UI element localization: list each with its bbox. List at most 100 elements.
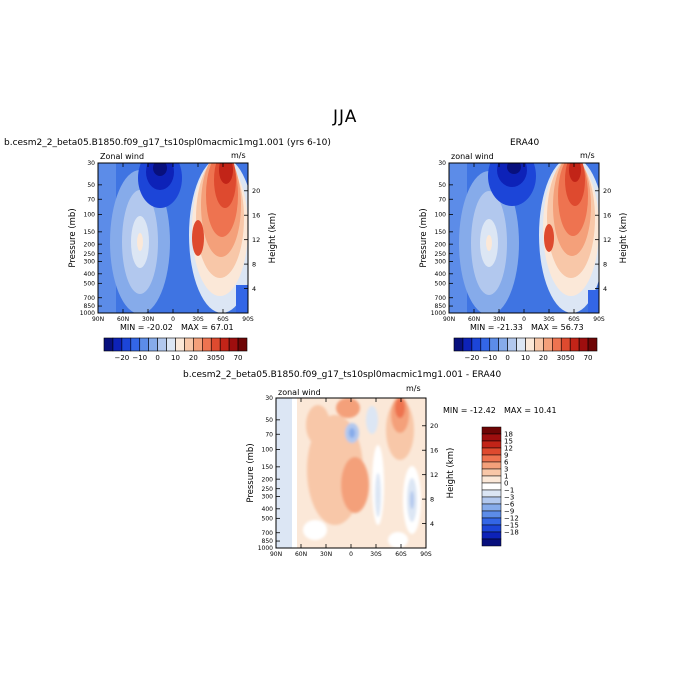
- diff-x-tick-label: 60N: [295, 551, 307, 558]
- diff-y-tick-label: 100: [262, 447, 274, 454]
- model-y-tick-label: 250: [84, 251, 96, 258]
- obs-colorbar-swatch: [578, 337, 589, 352]
- plot-axes: 90N 60N 30N 0 30S 60S 90S305070100150200250300…: [68, 160, 629, 558]
- obs-x-tick-label: 90S: [593, 316, 605, 323]
- diff-colorbar-swatch: [481, 440, 502, 449]
- diff-colorbar-swatch: [481, 447, 502, 456]
- model-colorbar-swatch: [121, 337, 132, 352]
- model-y-tick-label: 400: [84, 271, 96, 278]
- model-x-tick-label: 90N: [92, 316, 104, 323]
- obs-x-tick-label: 60S: [568, 316, 580, 323]
- obs-y-tick-label: 500: [435, 281, 447, 288]
- obs-colorbar-label: −10: [482, 354, 497, 362]
- obs-colorbar-label: 50: [566, 354, 575, 362]
- model-colorbar-swatch: [148, 337, 158, 352]
- diff-colorbar-swatch: [481, 426, 502, 435]
- diff-colorbar-swatch: [481, 454, 502, 463]
- model-x-tick-label: 60S: [217, 316, 229, 323]
- model-contour-field: [98, 163, 248, 313]
- diff-y-right-tick-label: 12: [430, 471, 438, 479]
- model-colorbar-label: 20: [189, 354, 198, 362]
- model-colorbar-swatch: [193, 337, 203, 352]
- diff-colorbar-swatch: [481, 496, 502, 505]
- diff-colorbar-swatch: [481, 517, 502, 526]
- obs-colorbar-label: 10: [521, 354, 530, 362]
- obs-variable-label: zonal wind: [451, 152, 494, 161]
- diff-units-label: m/s: [406, 384, 421, 393]
- diff-colorbar-label: 6: [504, 458, 509, 466]
- model-y-right-axis-title: Height (km): [268, 213, 278, 264]
- diff-colorbar-swatch: [481, 524, 502, 533]
- model-colorbar-swatch: [103, 337, 114, 352]
- diff-colorbar-label: −15: [504, 521, 519, 529]
- model-y-tick-label: 100: [84, 212, 96, 219]
- model-variable-label: Zonal wind: [100, 152, 145, 161]
- model-colorbar-swatch: [210, 337, 221, 352]
- model-y-tick-label: 200: [84, 241, 96, 248]
- diff-y-tick-label: 70: [265, 431, 273, 438]
- model-y-right-tick-label: 4: [252, 285, 256, 293]
- model-y-tick-label: 70: [87, 196, 95, 203]
- obs-y-right-tick-label: 8: [603, 260, 607, 268]
- diff-contour-field: [276, 398, 426, 548]
- obs-colorbar-swatch: [516, 337, 526, 352]
- obs-colorbar-swatch: [489, 337, 499, 352]
- obs-y-tick-label: 250: [435, 251, 447, 258]
- obs-colorbar-label: 70: [584, 354, 593, 362]
- diff-max-label: MAX = 10.41: [504, 406, 557, 415]
- diff-y-tick-label: 250: [262, 486, 274, 493]
- diff-min-label: MIN = -12.42: [443, 406, 496, 415]
- obs-colorbar-label: 20: [539, 354, 548, 362]
- model-colorbar-label: 30: [207, 354, 216, 362]
- diff-colorbar-swatch: [481, 489, 502, 498]
- diff-colorbar-swatch: [481, 433, 502, 442]
- diff-colorbar-swatch: [481, 503, 502, 512]
- diff-colorbar-swatch: [481, 538, 502, 547]
- model-y-tick-label: 150: [84, 229, 96, 236]
- diff-x-tick-label: 0: [349, 551, 353, 558]
- model-colorbar-swatch: [139, 337, 149, 352]
- obs-y-right-axis-title: Height (km): [619, 213, 629, 264]
- diff-colorbar-label: 9: [504, 451, 508, 459]
- diff-colorbar-label: 0: [504, 479, 508, 487]
- model-y-right-tick-label: 20: [252, 187, 260, 195]
- diff-colorbar-label: −9: [504, 507, 514, 515]
- diff-x-tick-label: 60S: [395, 551, 407, 558]
- diff-y-right-tick-label: 8: [430, 495, 434, 503]
- diff-colorbar-label: −1: [504, 486, 514, 494]
- model-colorbar-swatch: [237, 337, 248, 352]
- model-min-label: MIN = -20.02: [120, 323, 173, 332]
- obs-y-tick-label: 200: [435, 241, 447, 248]
- obs-x-tick-label: 30N: [493, 316, 505, 323]
- diff-x-tick-label: 90N: [270, 551, 282, 558]
- obs-y-tick-label: 1000: [431, 310, 446, 317]
- diff-y-axis-title: Pressure (mb): [246, 443, 256, 502]
- obs-colorbar-swatch: [534, 337, 544, 352]
- diff-x-tick-label: 30N: [320, 551, 332, 558]
- diff-colorbar-swatch: [481, 482, 502, 491]
- diff-x-tick-label: 90S: [420, 551, 432, 558]
- obs-y-tick-label: 700: [435, 295, 447, 302]
- model-x-tick-label: 0: [171, 316, 175, 323]
- diff-colorbar-swatch: [481, 531, 502, 540]
- obs-units-label: m/s: [580, 151, 595, 160]
- model-colorbar-label: −20: [114, 354, 129, 362]
- diff-y-tick-label: 500: [262, 516, 274, 523]
- diff-y-right-tick-label: 20: [430, 422, 438, 430]
- model-units-label: m/s: [231, 151, 246, 160]
- diff-y-right-axis-title: Height (km): [446, 448, 456, 499]
- obs-y-tick-label: 30: [438, 160, 446, 167]
- model-y-right-tick-label: 8: [252, 260, 256, 268]
- model-y-tick-label: 300: [84, 259, 96, 266]
- diff-colorbar-label: 18: [504, 430, 513, 438]
- obs-x-tick-label: 0: [522, 316, 526, 323]
- diff-y-right-tick-label: 4: [430, 520, 434, 528]
- model-colorbar-label: 70: [234, 354, 243, 362]
- diff-colorbar-label: −6: [504, 500, 515, 508]
- obs-colorbar-swatch: [507, 337, 517, 352]
- model-panel-title: b.cesm2_2_beta05.B1850.f09_g17_ts10spl0m…: [4, 138, 331, 148]
- diff-y-tick-label: 200: [262, 476, 274, 483]
- model-colorbar-label: −10: [132, 354, 147, 362]
- obs-y-tick-label: 150: [435, 229, 447, 236]
- obs-panel-title: ERA40: [510, 138, 540, 148]
